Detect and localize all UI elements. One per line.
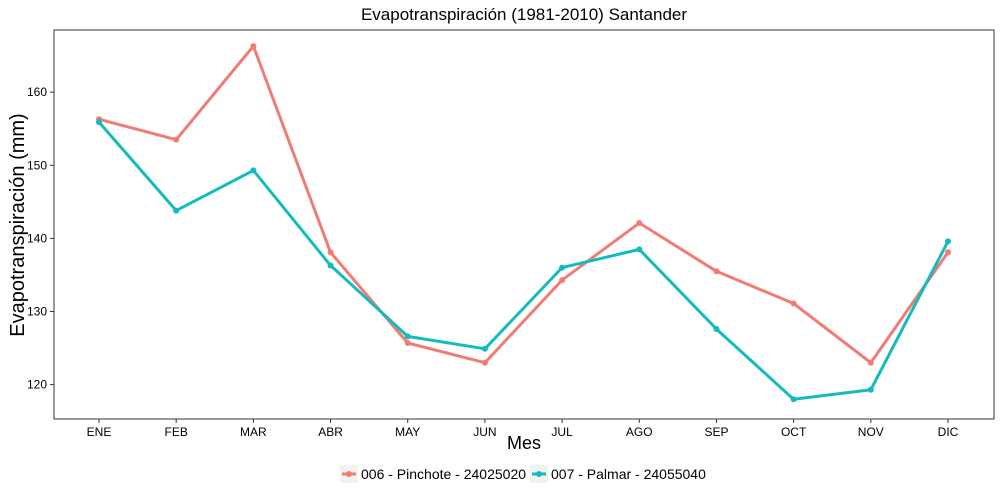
x-tick-label: DIC	[938, 425, 959, 439]
legend-key-point	[346, 471, 352, 477]
series-1-point	[481, 359, 488, 366]
series-1-point	[173, 136, 180, 143]
series-layer	[96, 43, 951, 403]
plot-panel	[53, 29, 995, 420]
series-2-point	[945, 238, 951, 245]
x-axis: ENE FEB MAR ABR MAY JUN JUL AGO SEP OCT NOV DIC	[87, 419, 959, 439]
y-tick-label: 130	[27, 305, 47, 319]
chart-title: Evapotranspiración (1981-2010) Santander	[361, 5, 687, 24]
y-tick-label: 120	[27, 378, 47, 392]
series-2-point	[327, 262, 334, 269]
legend: 006 - Pinchote - 24025020 007 - Palmar - …	[340, 465, 706, 483]
series-2-point	[96, 119, 102, 126]
x-tick-label: MAY	[395, 425, 420, 439]
series-1-point	[867, 359, 874, 366]
legend-label: 006 - Pinchote - 24025020	[361, 466, 526, 482]
y-tick-label: 150	[27, 158, 47, 172]
x-tick-label: JUN	[473, 425, 496, 439]
series-2-point	[481, 345, 488, 352]
series-2-point	[713, 326, 720, 333]
series-1-point	[945, 249, 951, 256]
series-1-point	[636, 220, 643, 227]
series-1-point	[250, 43, 257, 50]
x-tick-label: SEP	[704, 425, 728, 439]
legend-label: 007 - Palmar - 24055040	[551, 466, 706, 482]
series-2-point	[173, 207, 180, 214]
series-1-point	[327, 249, 334, 256]
series-line-1	[97, 44, 950, 365]
series-line-2	[97, 120, 950, 401]
x-tick-label: JUL	[551, 425, 573, 439]
series-2-point	[404, 333, 411, 340]
legend-key-point	[536, 471, 542, 477]
x-tick-label: MAR	[240, 425, 267, 439]
series-1-point	[404, 339, 411, 346]
series-2-point	[559, 264, 566, 271]
series-2-point	[250, 167, 257, 174]
x-tick-label: ABR	[318, 425, 343, 439]
y-tick-label: 140	[27, 231, 47, 245]
y-axis: 120 130 140 150 160	[27, 85, 54, 392]
y-axis-title: Evapotranspiración (mm)	[7, 113, 29, 336]
x-tick-label: ENE	[87, 425, 112, 439]
x-tick-label: OCT	[781, 425, 807, 439]
y-tick-label: 160	[27, 85, 47, 99]
x-tick-label: AGO	[626, 425, 653, 439]
series-1-point	[559, 277, 566, 284]
series-2-point	[790, 396, 797, 403]
x-tick-label: NOV	[858, 425, 884, 439]
series-2-point	[636, 246, 643, 253]
x-axis-title: Mes	[507, 433, 541, 453]
series-1-point	[713, 268, 720, 275]
series-2-point	[867, 386, 874, 393]
series-1-point	[790, 300, 797, 307]
x-tick-label: FEB	[165, 425, 188, 439]
